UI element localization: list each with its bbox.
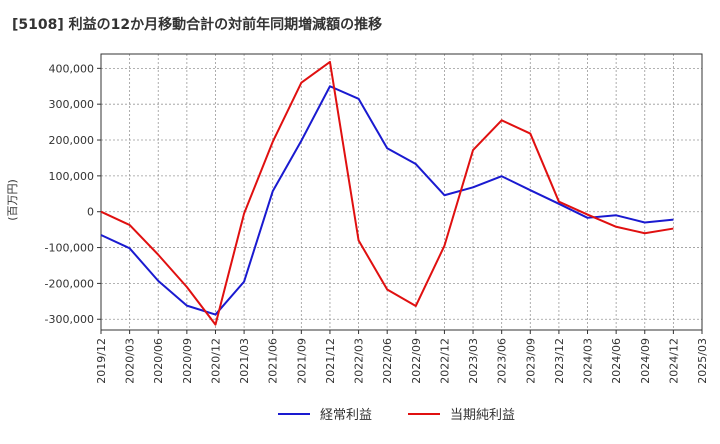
y-axis-label: (百万円) bbox=[6, 179, 19, 221]
y-tick-label: -200,000 bbox=[45, 277, 94, 290]
y-tick-label: 200,000 bbox=[49, 134, 95, 147]
x-tick-label: 2023/12 bbox=[553, 338, 566, 384]
legend-label: 当期純利益 bbox=[450, 408, 515, 423]
series-layer bbox=[100, 60, 674, 326]
y-tick-label: -300,000 bbox=[45, 313, 94, 326]
x-tick-label: 2024/09 bbox=[639, 338, 652, 384]
y-axis: 400,000 300,000 200,000 100,000 0 -100,000 -20… bbox=[45, 62, 101, 326]
y-tick-label: 400,000 bbox=[49, 62, 95, 75]
plot-area-frame bbox=[100, 53, 703, 331]
series-line bbox=[100, 60, 674, 326]
series-line bbox=[100, 85, 674, 316]
x-tick-label: 2021/09 bbox=[295, 338, 308, 384]
x-tick-label: 2020/03 bbox=[124, 338, 137, 384]
x-tick-label: 2022/12 bbox=[438, 338, 451, 384]
x-tick-label: 2023/03 bbox=[467, 338, 480, 384]
x-tick-label: 2022/03 bbox=[353, 338, 366, 384]
x-tick-label: 2021/12 bbox=[324, 338, 337, 384]
y-tick-label: -100,000 bbox=[45, 242, 94, 255]
x-tick-label: 2023/06 bbox=[496, 338, 509, 384]
y-tick-label: 300,000 bbox=[49, 98, 95, 111]
x-tick-label: 2024/12 bbox=[667, 338, 680, 384]
x-tick-label: 2021/03 bbox=[238, 338, 251, 384]
x-axis: 2019/12 2020/03 2020/06 2020/09 2020/12 2021/… bbox=[95, 330, 709, 384]
x-tick-label: 2021/06 bbox=[267, 338, 280, 384]
legend-label: 経常利益 bbox=[320, 408, 372, 423]
x-tick-label: 2022/09 bbox=[410, 338, 423, 384]
legend: 経常利益 当期純利益 bbox=[278, 408, 515, 423]
x-tick-label: 2024/03 bbox=[582, 338, 595, 384]
x-tick-label: 2020/09 bbox=[181, 338, 194, 384]
x-tick-label: 2024/06 bbox=[610, 338, 623, 384]
x-tick-label: 2020/12 bbox=[209, 338, 222, 384]
x-tick-label: 2020/06 bbox=[152, 338, 165, 384]
grid bbox=[100, 54, 703, 330]
chart-title: [5108] 利益の12か月移動合計の対前年同期増減額の推移 bbox=[12, 16, 382, 33]
y-tick-label: 100,000 bbox=[49, 170, 95, 183]
y-tick-label: 0 bbox=[87, 206, 94, 219]
x-tick-label: 2023/09 bbox=[524, 338, 537, 384]
x-tick-label: 2019/12 bbox=[95, 338, 108, 384]
x-tick-label: 2025/03 bbox=[696, 338, 709, 384]
x-tick-label: 2022/06 bbox=[381, 338, 394, 384]
